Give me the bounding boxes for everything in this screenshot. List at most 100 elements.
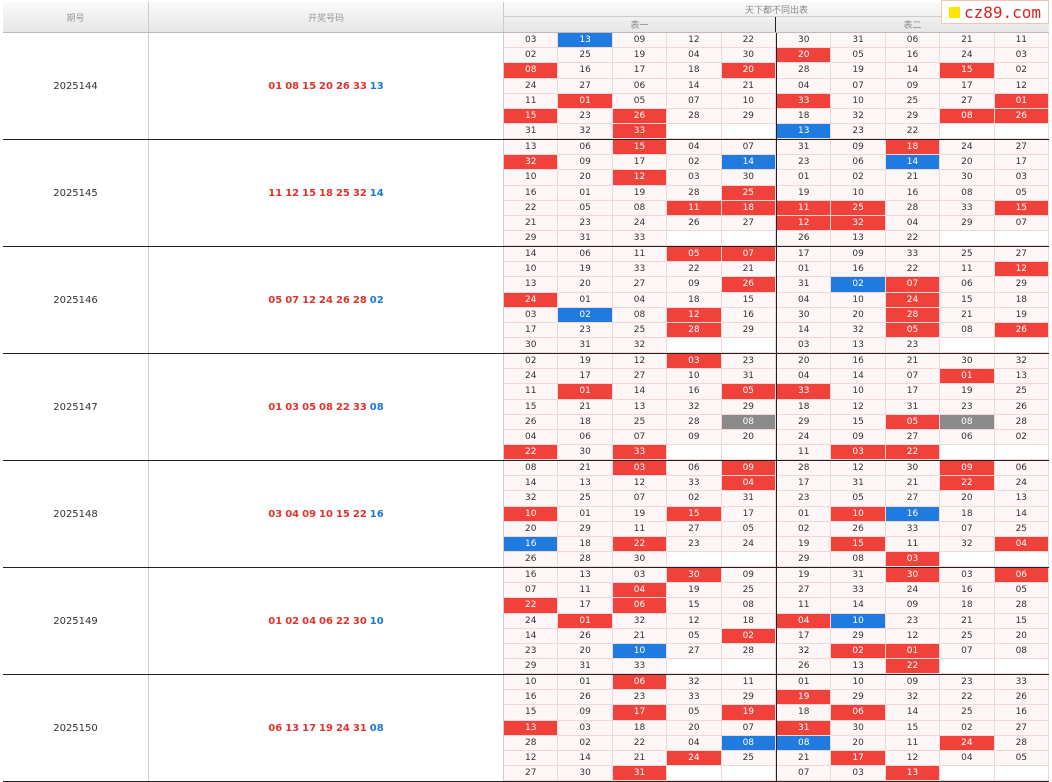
- table2-cell: 04: [994, 537, 1049, 553]
- table2-cell: 16: [994, 705, 1049, 721]
- table1-cell: 32: [504, 155, 559, 171]
- table1-cell: 10: [504, 262, 559, 278]
- winning-numbers: 01 02 04 06 22 30 10: [149, 568, 504, 674]
- table2-cell: 14: [994, 506, 1049, 522]
- table2-cell: 15: [994, 200, 1049, 216]
- table1-cell: 08: [504, 63, 559, 79]
- table1-cell: 25: [612, 323, 668, 339]
- table1-cell: 19: [721, 705, 776, 721]
- table2-cell: 15: [994, 613, 1049, 629]
- table2-cell: 15: [831, 537, 886, 553]
- blue-ball: 16: [369, 508, 384, 520]
- red-ball: 04: [285, 508, 300, 520]
- table2-cell: 26: [994, 323, 1049, 339]
- table1-cell: 20: [558, 644, 613, 660]
- table2-cell: 26: [777, 659, 832, 675]
- red-ball: 01: [268, 401, 283, 413]
- table1-cell: 19: [612, 48, 668, 64]
- winning-numbers: 01 03 05 08 22 33 08: [149, 354, 504, 460]
- table2-cell: 19: [777, 537, 832, 553]
- table1-cell: 04: [612, 292, 668, 308]
- table2-cell: 29: [777, 552, 832, 568]
- table1-cell: 27: [721, 216, 776, 232]
- table2-cell: 03: [831, 445, 886, 461]
- table2-cell: 17: [777, 247, 832, 263]
- table2-cell: 13: [831, 231, 886, 247]
- table2-cell: 01: [940, 369, 995, 385]
- table2-cell: 04: [777, 78, 832, 94]
- table2-cell: 02: [831, 644, 886, 660]
- table2-cell: 06: [994, 568, 1049, 584]
- table2-cell: 21: [885, 170, 941, 186]
- table2-cell: 12: [831, 399, 886, 415]
- red-ball: 26: [335, 294, 350, 306]
- table1-cell: 32: [667, 399, 722, 415]
- table2-cell: 20: [940, 155, 995, 171]
- table2-cell: 22: [885, 445, 941, 461]
- table2-cell: 08: [940, 414, 995, 430]
- table1-cell: 14: [721, 155, 776, 171]
- period-row: 2025148 03 04 09 10 15 22 16 08 21 03 06 09 14 13 12 33 0…: [3, 461, 1049, 568]
- red-ball: 17: [302, 722, 317, 734]
- red-ball: 06: [319, 615, 333, 627]
- table2-cell: 26: [777, 231, 832, 247]
- winning-numbers: 06 13 17 19 24 31 08: [149, 675, 504, 781]
- table2-cell: 22: [885, 124, 941, 140]
- table1-cell: 06: [558, 247, 613, 263]
- table2-cell: 03: [994, 170, 1049, 186]
- table1-cell: 23: [558, 109, 613, 125]
- table1-cell: 11: [667, 200, 722, 216]
- table2-cell: 23: [940, 399, 995, 415]
- table1-cell: 09: [721, 461, 776, 477]
- table1-cell: 28: [667, 414, 722, 430]
- table1-cell: 03: [558, 720, 613, 736]
- table1-cell: 02: [667, 155, 722, 171]
- table2-cell: 22: [940, 690, 995, 706]
- table1-cell: 15: [504, 399, 559, 415]
- table1-cell: [721, 445, 776, 461]
- table1-cell: 14: [504, 476, 559, 492]
- table2-cell: 09: [885, 598, 941, 614]
- table1-cell: [667, 124, 722, 140]
- table2-cell: 09: [831, 247, 886, 263]
- issue-number: 2025149: [3, 568, 149, 674]
- table2-cell: 23: [831, 124, 886, 140]
- table1-cell: 09: [558, 705, 613, 721]
- table2-cell: 16: [831, 354, 886, 370]
- table2-cell: 23: [777, 491, 832, 507]
- table2-cell: 02: [831, 277, 886, 293]
- table1-cell: 28: [504, 735, 559, 751]
- table2-cell: 11: [777, 598, 832, 614]
- table2-cell: 27: [994, 140, 1049, 156]
- table2-cell: 30: [831, 720, 886, 736]
- red-ball: 30: [352, 615, 367, 627]
- table1-cell: 12: [612, 170, 668, 186]
- table1-cell: 14: [667, 78, 722, 94]
- table1-cell: 23: [504, 644, 559, 660]
- table2-cell: 26: [994, 690, 1049, 706]
- table-divider: [776, 140, 777, 246]
- table1-cell: 15: [667, 506, 722, 522]
- table1-cell: 01: [558, 292, 613, 308]
- table1-cell: 05: [667, 628, 722, 644]
- table1-cell: 03: [667, 354, 722, 370]
- table2-cell: [994, 231, 1049, 247]
- table1-cell: 17: [721, 506, 776, 522]
- table1-cell: 31: [558, 338, 613, 354]
- red-ball: 28: [352, 294, 367, 306]
- table2-cell: 06: [885, 33, 941, 49]
- table2-cell: 17: [777, 476, 832, 492]
- table2-cell: 13: [994, 369, 1049, 385]
- table2-cell: 25: [940, 705, 995, 721]
- table1-cell: 12: [612, 354, 668, 370]
- red-ball: 11: [268, 187, 283, 199]
- site-logo[interactable]: cz89.com: [941, 0, 1049, 24]
- numbers-column-header: 开奖号码: [149, 2, 504, 32]
- table2-cell: 33: [777, 93, 832, 109]
- table2-cell: 01: [777, 262, 832, 278]
- table2-cell: 16: [885, 185, 941, 201]
- table2-cell: 20: [777, 354, 832, 370]
- table2-cell: 15: [831, 414, 886, 430]
- table1-cell: 31: [558, 659, 613, 675]
- table1-cell: 25: [721, 185, 776, 201]
